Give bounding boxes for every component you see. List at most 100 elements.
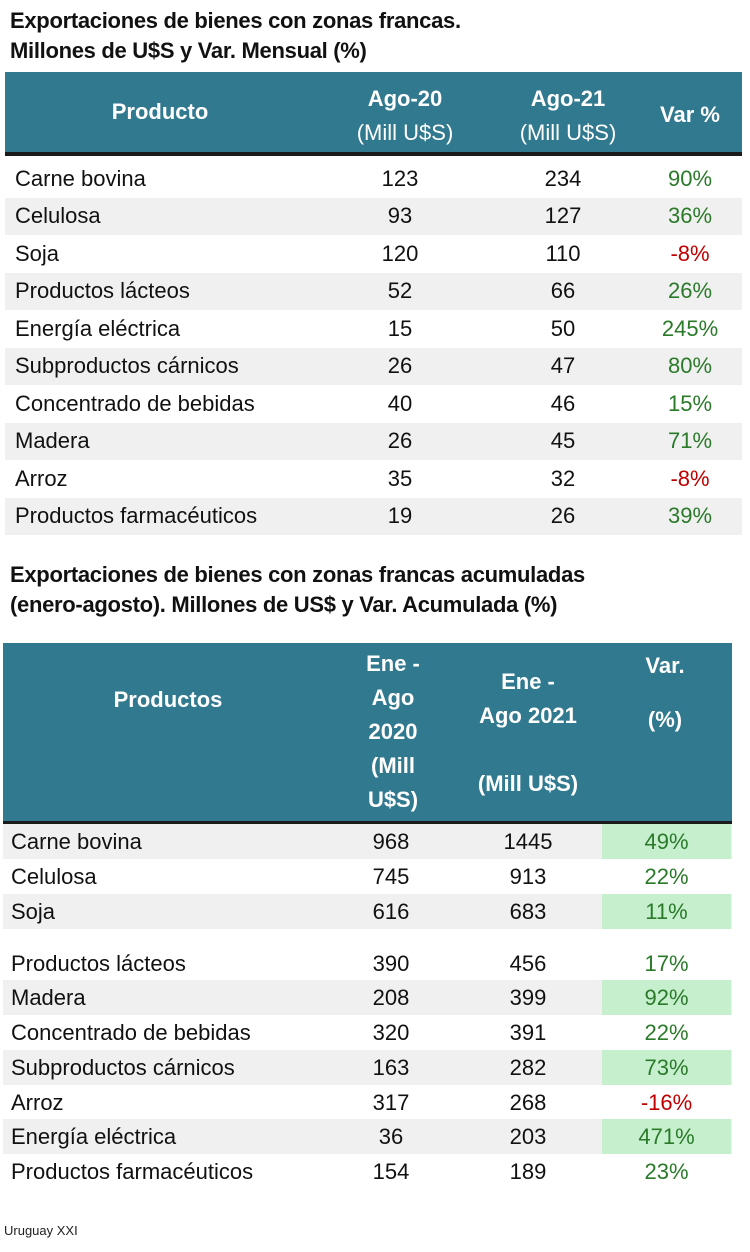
value-2020: 163 <box>372 1054 410 1080</box>
value-var: 23% <box>644 1158 689 1184</box>
value-ago21: 26 <box>550 503 576 529</box>
value-2021: 683 <box>509 898 547 924</box>
table-row: Energía eléctrica 36 203 471% <box>3 1119 732 1154</box>
value-var: 36% <box>667 203 713 229</box>
product-name: Arroz <box>11 1089 64 1115</box>
value-ago20: 120 <box>381 240 419 266</box>
header-line: (Mill U$S) <box>519 120 617 145</box>
value-ago20: 40 <box>387 390 413 416</box>
table2-title: Exportaciones de bienes con zonas franca… <box>10 560 585 620</box>
value-ago20: 123 <box>381 165 419 191</box>
value-var: 92% <box>602 980 731 1015</box>
value-2020: 390 <box>372 950 410 976</box>
product-name: Arroz <box>15 465 68 491</box>
product-name: Concentrado de bebidas <box>15 390 255 416</box>
table-row: Carne bovina 968 1445 49% <box>3 824 732 859</box>
value-var: 15% <box>667 390 713 416</box>
value-2021: 189 <box>509 1158 547 1184</box>
value-var: 22% <box>644 863 689 889</box>
table-row: Subproductos cárnicos 26 47 80% <box>5 347 742 385</box>
value-var: 17% <box>644 950 689 976</box>
cumulative-exports-table: Productos Ene - Ago 2020 (Mill U$S) Ene … <box>3 643 732 1193</box>
header-products: Productos <box>113 687 223 712</box>
table-row: Madera 208 399 92% <box>3 980 732 1015</box>
table-row: Productos lácteos 52 66 26% <box>5 272 742 310</box>
product-name: Productos farmacéuticos <box>11 1158 254 1184</box>
table-row: Productos farmacéuticos 19 26 39% <box>5 497 742 535</box>
header-line: (Mill U$S) <box>356 120 454 145</box>
value-var: 80% <box>667 353 713 379</box>
table-row: Celulosa 93 127 36% <box>5 197 742 235</box>
product-name: Productos lácteos <box>11 950 186 976</box>
value-ago21: 50 <box>550 315 576 341</box>
table-row: Arroz 317 268 -16% <box>3 1085 732 1120</box>
header-line: (Mill U$S) <box>477 771 579 796</box>
product-name: Energía eléctrica <box>15 315 181 341</box>
value-var: -16% <box>640 1089 693 1115</box>
value-ago20: 35 <box>387 465 413 491</box>
value-ago21: 127 <box>544 203 582 229</box>
header-line: (%) <box>647 707 683 732</box>
value-2021: 1445 <box>503 828 553 854</box>
table-row: Celulosa 745 913 22% <box>3 859 732 894</box>
value-ago21: 32 <box>550 465 576 491</box>
table-row: Concentrado de bebidas 40 46 15% <box>5 385 742 423</box>
title-line: Exportaciones de bienes con zonas franca… <box>10 562 585 587</box>
product-name: Concentrado de bebidas <box>11 1019 251 1045</box>
monthly-exports-table: Producto Ago-20 (Mill U$S) Ago-21 (Mill … <box>5 72 742 537</box>
table-row: Arroz 35 32 -8% <box>5 460 742 498</box>
value-var: 26% <box>667 278 713 304</box>
table-row: Soja 120 110 -8% <box>5 235 742 273</box>
value-ago20: 15 <box>387 315 413 341</box>
table-header: Producto Ago-20 (Mill U$S) Ago-21 (Mill … <box>5 72 742 156</box>
value-2021: 268 <box>509 1089 547 1115</box>
value-2020: 320 <box>372 1019 410 1045</box>
value-ago21: 47 <box>550 353 576 379</box>
product-name: Celulosa <box>15 203 101 229</box>
product-name: Celulosa <box>11 863 97 889</box>
title-line: Exportaciones de bienes con zonas franca… <box>10 8 461 33</box>
table-row: Subproductos cárnicos 163 282 73% <box>3 1050 732 1085</box>
table-row: Carne bovina 123 234 90% <box>5 160 742 198</box>
header-line: 2020 <box>368 719 418 744</box>
header-line: U$S) <box>367 787 419 812</box>
table-row: Soja 616 683 11% <box>3 894 732 929</box>
value-2021: 391 <box>509 1019 547 1045</box>
product-name: Productos lácteos <box>15 278 190 304</box>
value-ago21: 46 <box>550 390 576 416</box>
value-var: 73% <box>602 1050 731 1085</box>
header-line: Ene - <box>366 651 420 676</box>
product-name: Productos farmacéuticos <box>15 503 258 529</box>
header-ago21: Ago-21 (Mill U$S) <box>488 82 648 150</box>
product-name: Carne bovina <box>11 828 142 854</box>
header-ago20: Ago-20 (Mill U$S) <box>325 82 485 150</box>
value-var: 90% <box>667 165 713 191</box>
header-line: (Mill <box>371 753 415 778</box>
title-line: (enero-agosto). Millones de US$ y Var. A… <box>10 592 558 617</box>
table-row: Concentrado de bebidas 320 391 22% <box>3 1015 732 1050</box>
value-var: 245% <box>661 315 719 341</box>
header-line: Ago 2021 <box>479 703 577 728</box>
value-2020: 317 <box>372 1089 410 1115</box>
value-var: 22% <box>644 1019 689 1045</box>
value-var: 39% <box>667 503 713 529</box>
product-name: Subproductos cárnicos <box>15 353 239 379</box>
value-2021: 203 <box>509 1123 547 1149</box>
value-ago21: 45 <box>550 428 576 454</box>
table-row: Productos lácteos 390 456 17% <box>3 946 732 981</box>
value-ago20: 52 <box>387 278 413 304</box>
table-row: Energía eléctrica 15 50 245% <box>5 310 742 348</box>
value-ago20: 26 <box>387 353 413 379</box>
product-name: Energía eléctrica <box>11 1123 177 1149</box>
table1-title: Exportaciones de bienes con zonas franca… <box>10 6 461 66</box>
value-ago21: 66 <box>550 278 576 304</box>
header-2020: Ene - Ago 2020 (Mill U$S) <box>343 647 443 817</box>
value-2020: 36 <box>378 1123 404 1149</box>
product-name: Subproductos cárnicos <box>11 1054 235 1080</box>
header-line: Ago-20 <box>367 86 443 111</box>
value-ago20: 26 <box>387 428 413 454</box>
table-row: Madera 26 45 71% <box>5 422 742 460</box>
header-line: Var. <box>645 653 685 678</box>
value-2021: 456 <box>509 950 547 976</box>
value-ago20: 19 <box>387 503 413 529</box>
